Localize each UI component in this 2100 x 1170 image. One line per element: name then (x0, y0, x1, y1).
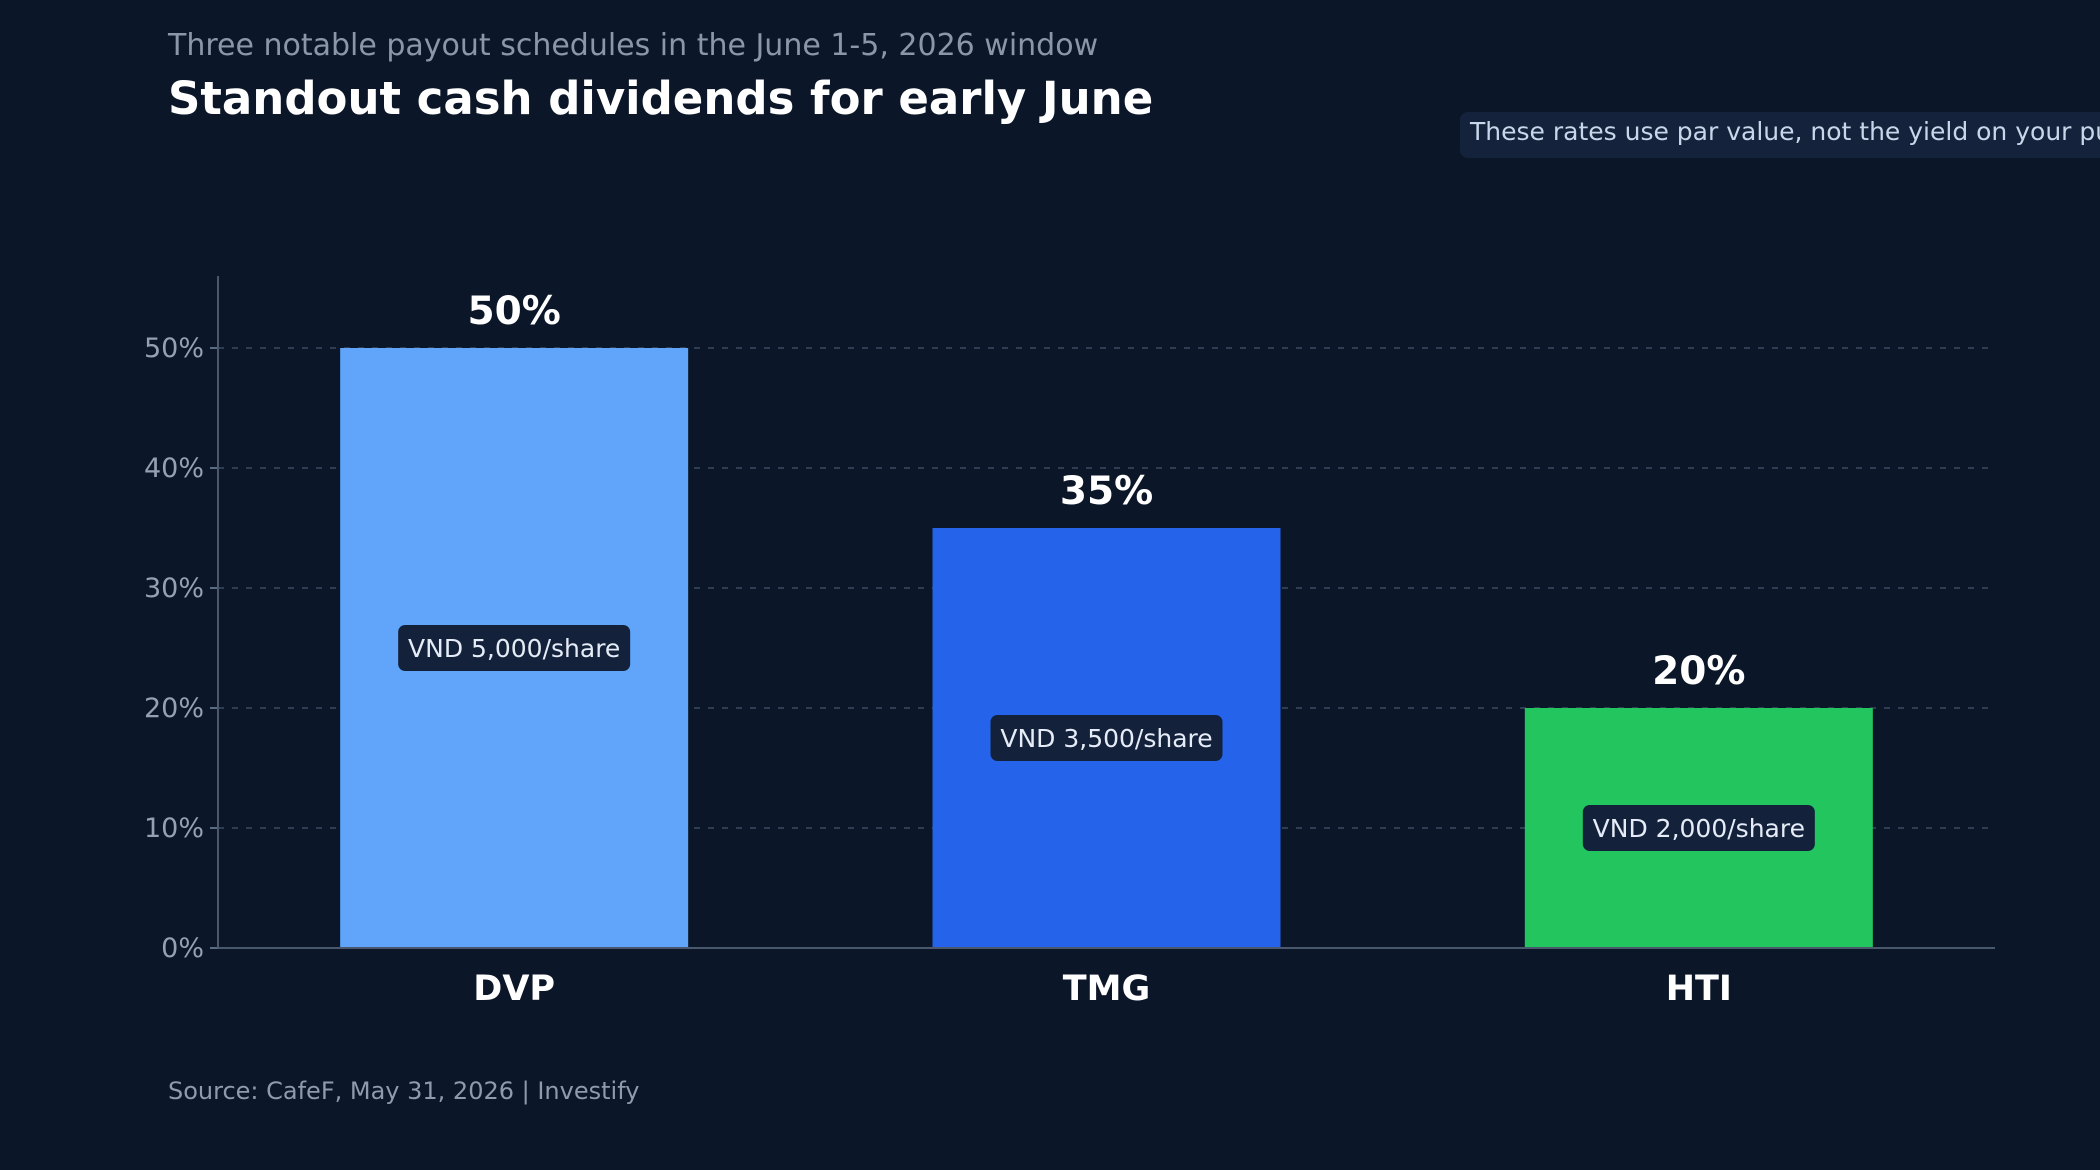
x-category-label: HTI (1666, 969, 1732, 1009)
payout-badge (990, 715, 1223, 761)
bar-value-label: 50% (467, 289, 560, 334)
bar-value-label: 35% (1060, 469, 1153, 514)
payout-label: VND 3,500/share (1000, 724, 1212, 753)
payout-label: VND 5,000/share (408, 634, 620, 663)
x-category-label: DVP (473, 969, 555, 1009)
y-tick-label: 30% (144, 573, 204, 604)
payout-badge (398, 625, 631, 671)
y-tick-label: 0% (161, 933, 204, 964)
source-note: Source: CafeF, May 31, 2026 | Investify (168, 1077, 640, 1105)
x-category-label: TMG (1063, 969, 1150, 1009)
y-tick-label: 50% (144, 333, 204, 364)
y-tick-label: 40% (144, 453, 204, 484)
chart-title: Standout cash dividends for early June (168, 72, 1154, 125)
chart-subtitle: Three notable payout schedules in the Ju… (168, 28, 1099, 63)
y-tick-label: 10% (144, 813, 204, 844)
y-tick-label: 20% (144, 693, 204, 724)
annotation-note: These rates use par value, not the yield… (1460, 112, 2100, 158)
labels: 50% VND 5,000/share DVP 35% VND 3,500/share T… (398, 289, 1815, 1009)
payout-label: VND 2,000/share (1593, 814, 1805, 843)
axes: 0% 10% 20% 30% 40% 50% (144, 276, 1995, 964)
payout-badge (1582, 805, 1815, 851)
bar-value-label: 20% (1652, 649, 1745, 694)
